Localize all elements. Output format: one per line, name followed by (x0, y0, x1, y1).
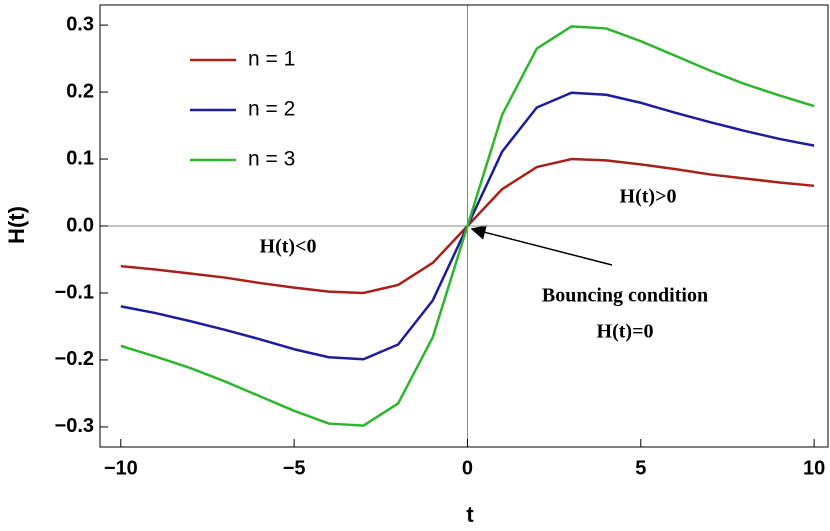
y-tick-label: −0.3 (55, 415, 94, 437)
y-tick-label: −0.2 (55, 348, 94, 370)
x-tick-label: −10 (104, 457, 138, 479)
y-tick-label: 0.1 (66, 147, 94, 169)
legend-label: n = 1 (248, 48, 295, 71)
legend-label: n = 2 (248, 98, 295, 121)
x-tick-label: −5 (283, 457, 306, 479)
annotation: Bouncing condition (542, 285, 708, 307)
x-tick-label: 5 (635, 457, 646, 479)
legend-label: n = 3 (248, 148, 295, 171)
annotation: H(t)=0 (597, 321, 654, 343)
series-line (120, 25, 815, 427)
x-axis-label: t (466, 502, 474, 527)
y-tick-label: 0.0 (66, 214, 94, 236)
annotation: H(t)<0 (260, 236, 317, 258)
x-tick-label: 0 (462, 457, 473, 479)
x-tick-label: 10 (803, 457, 825, 479)
y-tick-label: 0.3 (66, 13, 94, 35)
y-tick-label: 0.2 (66, 80, 94, 102)
y-axis-label: H(t) (4, 206, 29, 244)
y-tick-label: −0.1 (55, 281, 94, 303)
arrow (470, 225, 613, 266)
annotation: H(t)>0 (620, 186, 677, 208)
